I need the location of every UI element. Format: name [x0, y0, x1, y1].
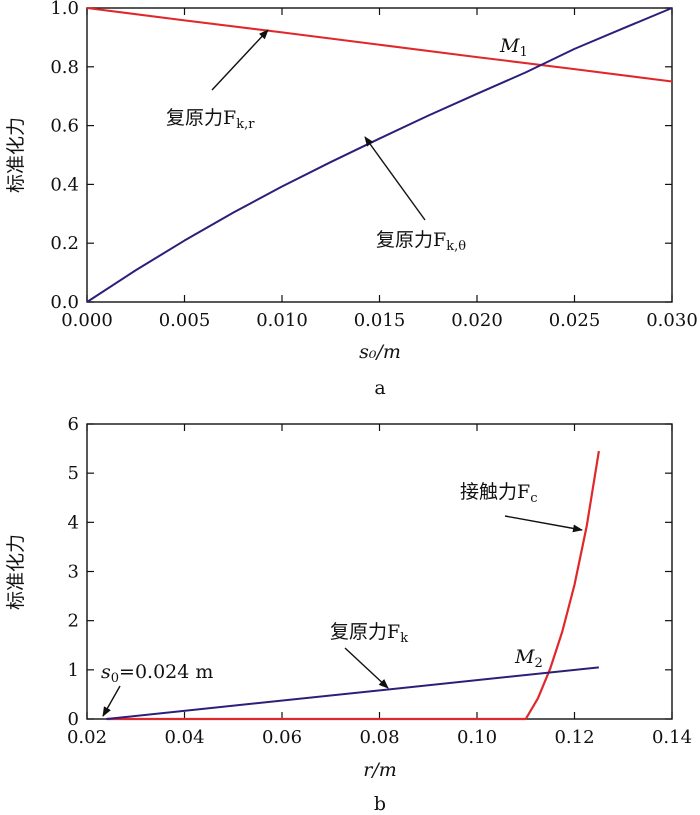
y-tick-labels-a: 0.0 0.2 0.4 0.6 0.8 1.0 [50, 0, 79, 313]
x-tick-label-b-4: 0.10 [457, 727, 497, 748]
y-axis-label-a: 标准化力 [5, 117, 27, 193]
arrow-annotation-s0 [102, 685, 121, 717]
y-tick-label-b-6: 6 [68, 414, 79, 435]
x-tick-label-b-0: 0.02 [67, 727, 107, 748]
tick-marks-b [86, 423, 673, 720]
x-tick-labels-a: 0.000 0.005 0.010 0.015 0.020 0.025 0.030 [61, 310, 698, 331]
x-tick-label-a-2: 0.010 [256, 310, 308, 331]
x-axis-label-b-text: r/m [363, 759, 397, 781]
subplot-label-b: b [374, 793, 386, 815]
x-tick-label-b-3: 0.08 [359, 727, 399, 748]
y-tick-label-b-2: 2 [68, 611, 79, 632]
y-tick-label-a-3: 0.6 [50, 116, 79, 137]
y-tick-label-a-4: 0.8 [50, 57, 79, 78]
y-tick-label-b-0: 0 [68, 709, 79, 730]
annotation-m1: M1 [499, 35, 528, 60]
x-tick-label-b-5: 0.12 [554, 727, 594, 748]
x-axis-label-b: r/m [363, 759, 397, 781]
x-tick-label-a-0: 0.000 [61, 310, 113, 331]
series-line-restoring-force-r [86, 7, 673, 83]
x-tick-label-b-2: 0.06 [262, 727, 302, 748]
y-tick-label-b-3: 3 [68, 562, 79, 583]
tick-marks-a [86, 7, 673, 303]
y-tick-label-a-5: 1.0 [50, 0, 79, 19]
y-tick-labels-b: 0 1 2 3 4 5 6 [68, 414, 79, 730]
label-contact-force: 接触力Fc [460, 481, 537, 506]
subplot-a: 0.000 0.005 0.010 0.015 0.020 0.025 0.030 0.00… [5, 0, 698, 399]
x-tick-label-a-4: 0.020 [451, 310, 503, 331]
subplot-label-a: a [374, 377, 385, 399]
subplot-b: 0.02 0.04 0.06 0.08 0.10 0.12 0.14 0 1 2 3 4 5 6 标准化… [5, 414, 692, 815]
x-tick-labels-b: 0.02 0.04 0.06 0.08 0.10 0.12 0.14 [67, 727, 692, 748]
x-axis-label-a-text: s₀/m [359, 341, 401, 363]
x-tick-label-a-3: 0.015 [354, 310, 406, 331]
x-axis-label-a: s₀/m [359, 341, 401, 363]
x-tick-label-b-1: 0.04 [164, 727, 204, 748]
x-tick-label-a-1: 0.005 [159, 310, 211, 331]
arrow-annotation-fkr [211, 29, 269, 91]
x-tick-label-a-5: 0.025 [549, 310, 601, 331]
y-tick-label-a-0: 0.0 [50, 292, 79, 313]
x-tick-label-a-6: 0.030 [646, 310, 698, 331]
y-tick-label-a-1: 0.2 [50, 233, 79, 254]
series-line-restoring-force-k [106, 666, 599, 720]
label-restoring-force-k: 复原力Fk [330, 621, 408, 646]
y-axis-label-b: 标准化力 [5, 534, 27, 610]
plot-frame-a [86, 7, 673, 303]
x-tick-label-b-6: 0.14 [652, 727, 692, 748]
y-tick-label-a-2: 0.4 [50, 174, 79, 195]
annotation-s0: s0=0.024 m [101, 661, 213, 686]
arrow-annotation-fktheta [364, 136, 426, 221]
arrow-annotation-fc [504, 515, 583, 533]
y-tick-label-b-4: 4 [68, 512, 79, 533]
series-line-restoring-force-theta [86, 7, 673, 303]
y-tick-label-b-5: 5 [68, 463, 79, 484]
series-line-contact-force [106, 450, 600, 721]
arrow-annotation-fk [344, 647, 389, 689]
y-tick-label-b-1: 1 [68, 660, 79, 681]
label-restoring-force-theta: 复原力Fk,θ [376, 229, 466, 254]
label-restoring-force-r: 复原力Fk,r [166, 107, 255, 132]
annotation-m2: M2 [514, 646, 543, 671]
